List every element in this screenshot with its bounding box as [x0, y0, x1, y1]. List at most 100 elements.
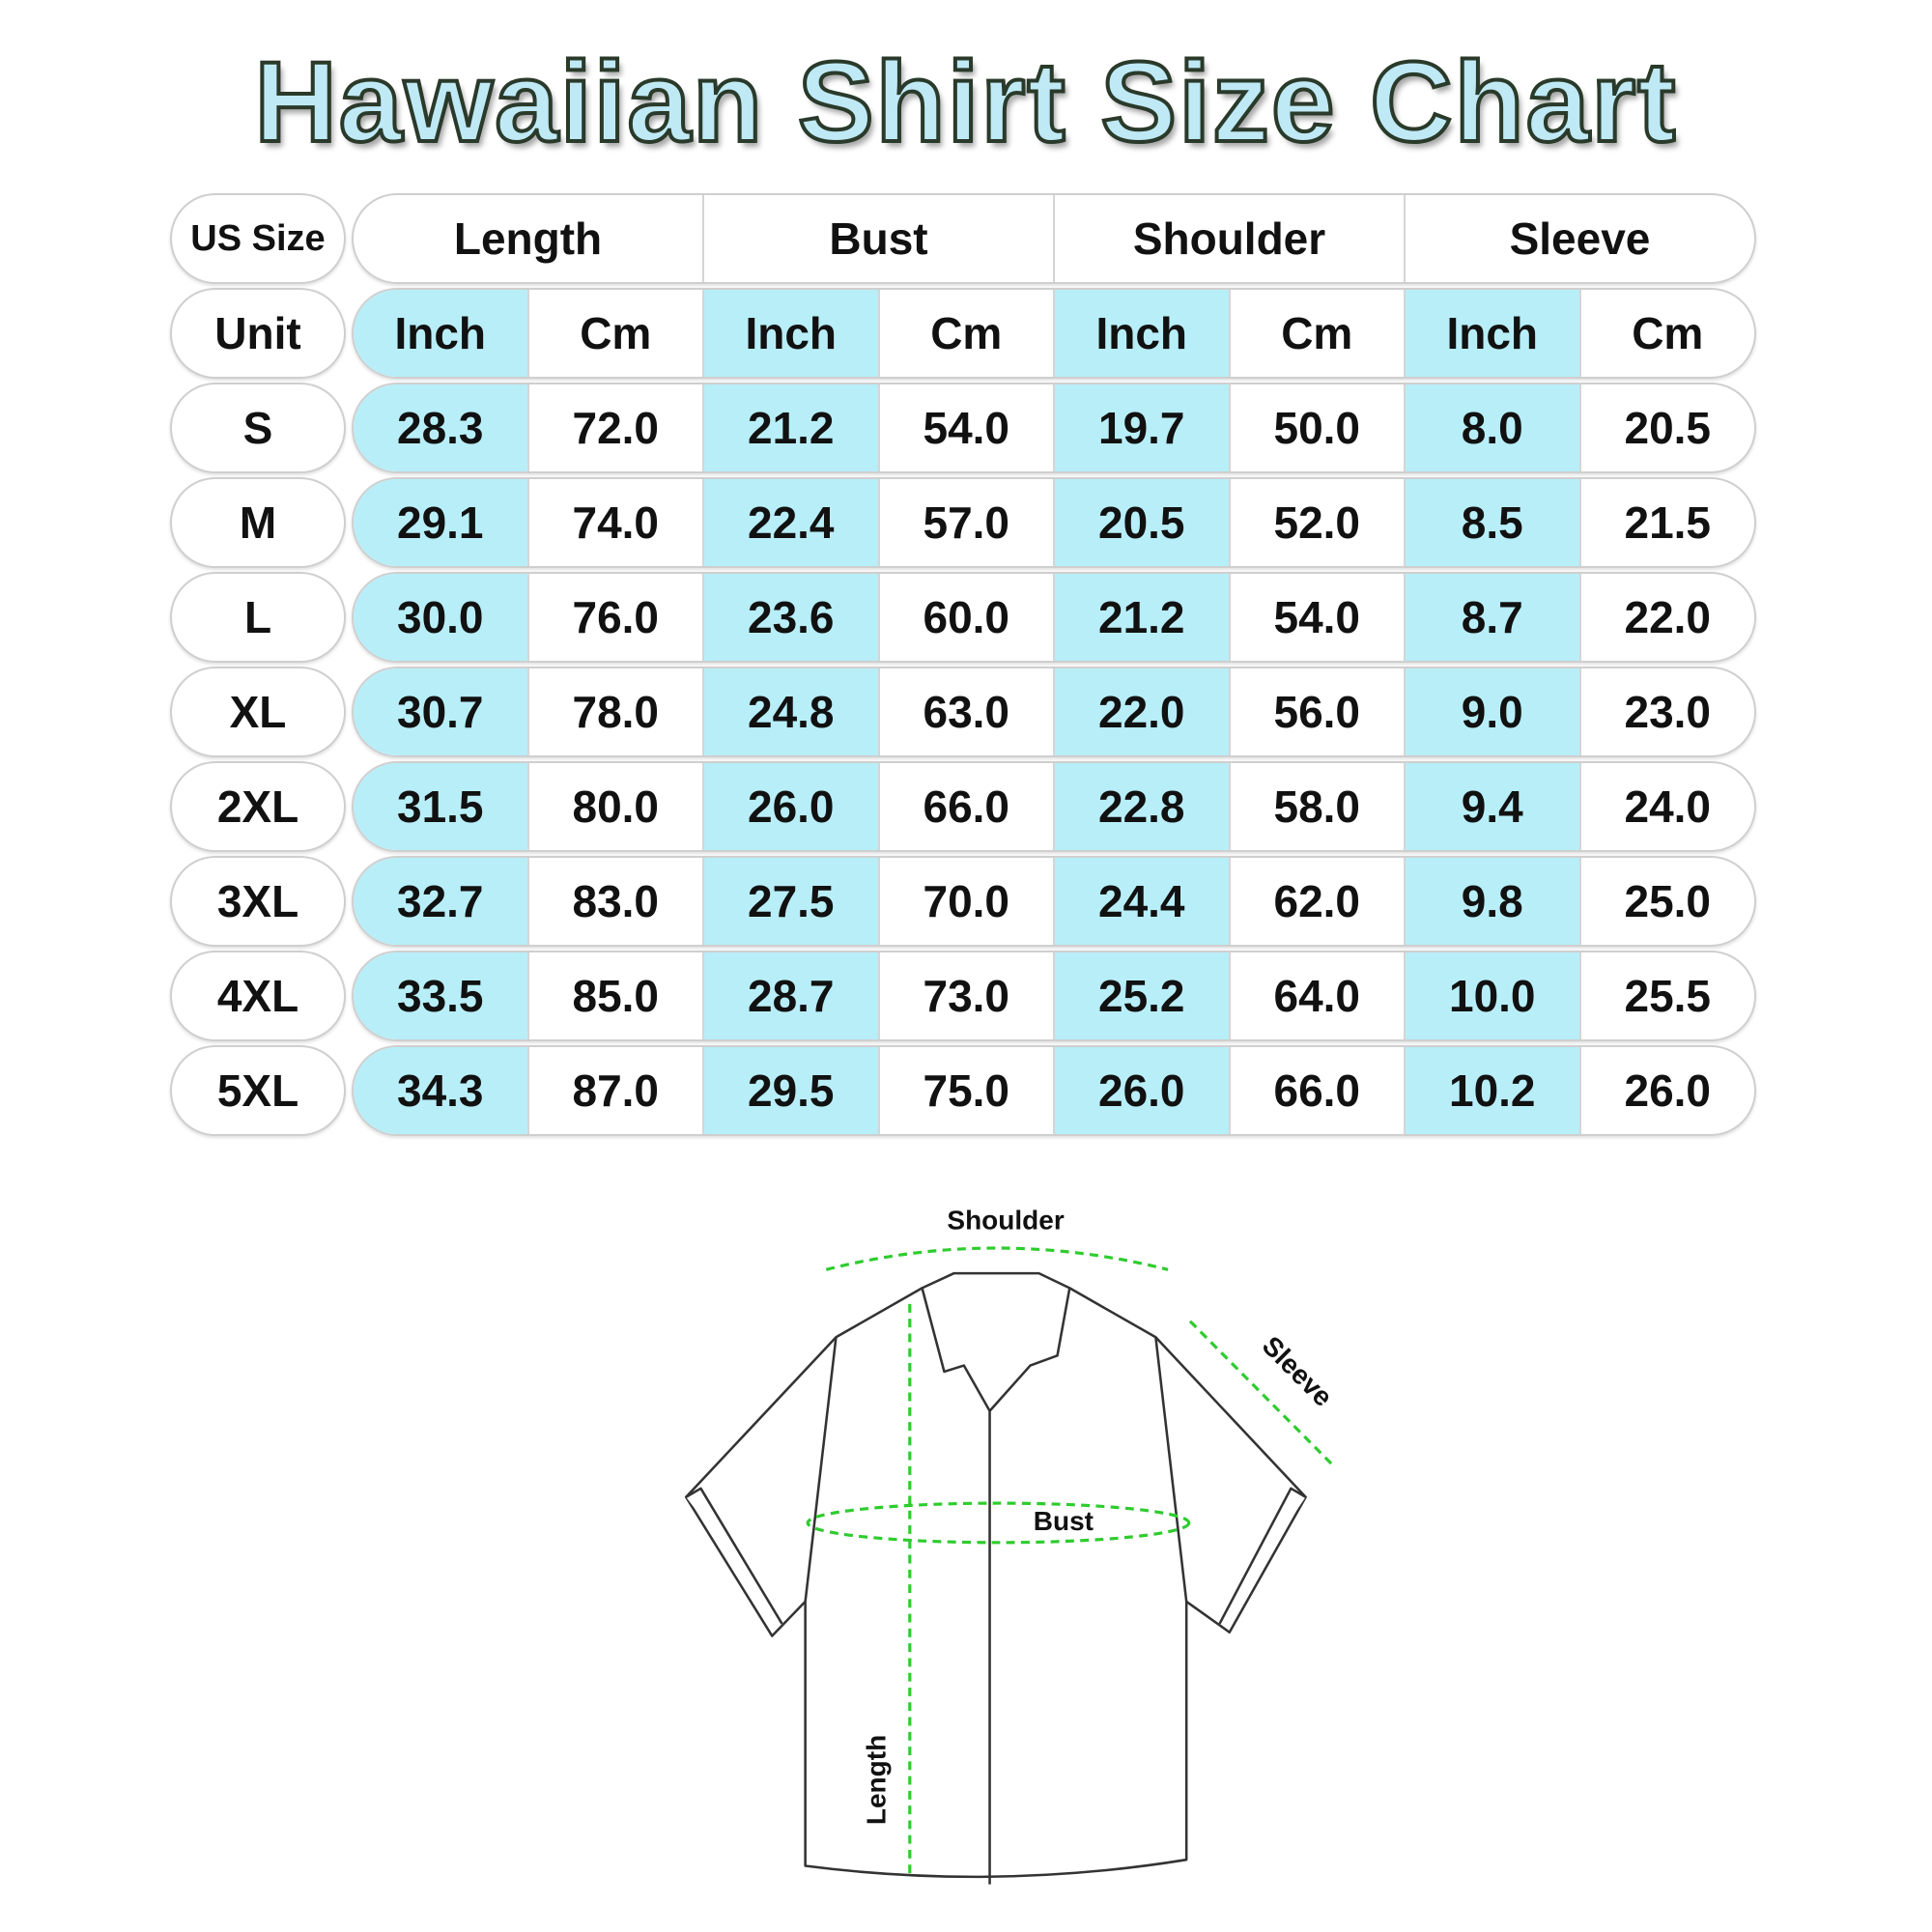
table-cell: 26.0 [1053, 1047, 1229, 1134]
table-cell: 30.7 [354, 668, 527, 755]
shirt-illustration: Shoulder Sleeve Bust Length [684, 1205, 1338, 1885]
table-cell: 8.7 [1404, 574, 1579, 661]
table-cell: 10.0 [1404, 952, 1579, 1039]
table-cell: 26.0 [1578, 1047, 1755, 1134]
unit-header-row: Unit Inch Cm Inch Cm Inch Cm Inch Cm [170, 288, 1756, 383]
size-table: US Size Length Bust Shoulder Sleeve Unit… [170, 193, 1756, 1140]
table-cell: 83.0 [526, 858, 703, 945]
table-cell: 8.5 [1404, 479, 1579, 566]
table-cell: 20.5 [1053, 479, 1229, 566]
table-cell: 20.5 [1578, 384, 1755, 471]
shoulder-label: Shoulder [947, 1205, 1064, 1235]
table-cell: 70.0 [877, 858, 1054, 945]
table-row: 3XL 32.7 83.0 27.5 70.0 24.4 62.0 9.8 25.0 [170, 856, 1756, 951]
table-row: 2XL 31.5 80.0 26.0 66.0 22.8 58.0 9.4 24.0 [170, 761, 1756, 856]
table-cell: 54.0 [1228, 574, 1405, 661]
table-row: L 30.0 76.0 23.6 60.0 21.2 54.0 8.7 22.0 [170, 572, 1756, 667]
table-cell: 57.0 [877, 479, 1054, 566]
size-label: XL [170, 667, 346, 757]
table-cell: 24.8 [702, 668, 878, 755]
table-cell: 34.3 [354, 1047, 527, 1134]
table-cell: 24.0 [1578, 763, 1755, 850]
table-cell: 32.7 [354, 858, 527, 945]
table-cell: 29.1 [354, 479, 527, 566]
table-cell: 74.0 [526, 479, 703, 566]
length-label: Length [861, 1735, 891, 1825]
unit-header-cm: Cm [526, 290, 703, 377]
size-label: 3XL [170, 856, 346, 947]
table-cell: 29.5 [702, 1047, 878, 1134]
table-cell: 22.4 [702, 479, 878, 566]
unit-header-cm: Cm [877, 290, 1054, 377]
table-cell: 63.0 [877, 668, 1054, 755]
unit-header-inch: Inch [1053, 290, 1229, 377]
table-cell: 21.5 [1578, 479, 1755, 566]
size-label: 4XL [170, 951, 346, 1041]
table-cell: 60.0 [877, 574, 1054, 661]
table-row: S 28.3 72.0 21.2 54.0 19.7 50.0 8.0 20.5 [170, 383, 1756, 477]
table-cell: 76.0 [526, 574, 703, 661]
table-cell: 8.0 [1404, 384, 1579, 471]
table-row: 5XL 34.3 87.0 29.5 75.0 26.0 66.0 10.2 26.0 [170, 1045, 1756, 1140]
unit-label: Unit [170, 288, 346, 379]
table-cell: 19.7 [1053, 384, 1229, 471]
table-cell: 9.0 [1404, 668, 1579, 755]
table-cell: 26.0 [702, 763, 878, 850]
table-cell: 50.0 [1228, 384, 1405, 471]
table-cell: 30.0 [354, 574, 527, 661]
table-row: 4XL 33.5 85.0 28.7 73.0 25.2 64.0 10.0 25.5 [170, 951, 1756, 1045]
size-label: 5XL [170, 1045, 346, 1136]
size-label: M [170, 477, 346, 568]
unit-header-inch: Inch [354, 290, 527, 377]
table-cell: 66.0 [877, 763, 1054, 850]
table-cell: 28.7 [702, 952, 878, 1039]
unit-header-cm: Cm [1578, 290, 1755, 377]
table-cell: 9.8 [1404, 858, 1579, 945]
page-title: Hawaiian Shirt Size Chart [0, 37, 1932, 168]
table-cell: 85.0 [526, 952, 703, 1039]
group-header: Length [453, 213, 603, 264]
corner-label: US Size [170, 193, 346, 284]
table-cell: 22.8 [1053, 763, 1229, 850]
table-cell: 56.0 [1228, 668, 1405, 755]
bust-label: Bust [1034, 1506, 1094, 1536]
table-cell: 87.0 [526, 1047, 703, 1134]
table-cell: 27.5 [702, 858, 878, 945]
shirt-diagram: Shoulder Sleeve Bust Length [676, 1195, 1352, 1910]
group-header: Sleeve [1404, 195, 1754, 282]
table-cell: 25.2 [1053, 952, 1229, 1039]
table-cell: 23.6 [702, 574, 878, 661]
table-cell: 72.0 [526, 384, 703, 471]
table-cell: 28.3 [354, 384, 527, 471]
table-cell: 10.2 [1404, 1047, 1579, 1134]
table-cell: 73.0 [877, 952, 1054, 1039]
unit-header-cm: Cm [1228, 290, 1405, 377]
size-label: S [170, 383, 346, 473]
table-cell: 22.0 [1053, 668, 1229, 755]
table-cell: 25.5 [1578, 952, 1755, 1039]
table-cell: 75.0 [877, 1047, 1054, 1134]
table-row: M 29.1 74.0 22.4 57.0 20.5 52.0 8.5 21.5 [170, 477, 1756, 572]
table-cell: 64.0 [1228, 952, 1405, 1039]
unit-header-inch: Inch [1404, 290, 1579, 377]
table-cell: 62.0 [1228, 858, 1405, 945]
group-header: Shoulder [1053, 195, 1404, 282]
size-label: 2XL [170, 761, 346, 852]
table-cell: 31.5 [354, 763, 527, 850]
table-cell: 9.4 [1404, 763, 1579, 850]
table-cell: 54.0 [877, 384, 1054, 471]
table-cell: 66.0 [1228, 1047, 1405, 1134]
table-cell: 24.4 [1053, 858, 1229, 945]
shirt-outline [684, 1271, 1307, 1885]
unit-header-inch: Inch [702, 290, 878, 377]
table-cell: 22.0 [1578, 574, 1755, 661]
table-cell: 23.0 [1578, 668, 1755, 755]
group-header: Bust [702, 195, 1053, 282]
table-cell: 58.0 [1228, 763, 1405, 850]
table-cell: 25.0 [1578, 858, 1755, 945]
table-cell: 78.0 [526, 668, 703, 755]
table-cell: 80.0 [526, 763, 703, 850]
table-cell: 33.5 [354, 952, 527, 1039]
group-header-row: US Size Length Bust Shoulder Sleeve [170, 193, 1756, 288]
table-cell: 21.2 [702, 384, 878, 471]
